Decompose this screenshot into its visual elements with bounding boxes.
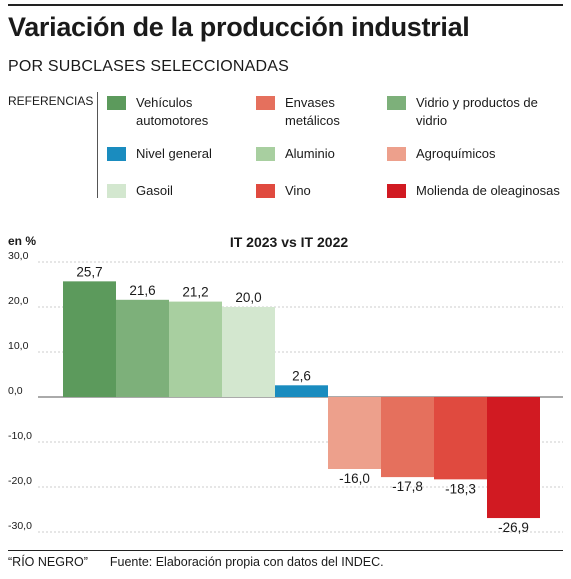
- footer-credit: “RÍO NEGRO”: [8, 555, 88, 569]
- legend-swatch: [387, 147, 406, 161]
- legend-item-label: Gasoil: [136, 183, 173, 198]
- bar-value-label: 2,6: [292, 368, 311, 383]
- y-tick-label: -10,0: [8, 430, 32, 442]
- bar: [434, 397, 487, 480]
- legend-item-label: Aluminio: [285, 146, 335, 161]
- legend-item-label: Vino: [285, 183, 311, 198]
- y-tick-label: 20,0: [8, 295, 29, 307]
- bar: [487, 397, 540, 519]
- legend-item-vidrio: Vidrio y productos de vidrio: [387, 94, 556, 130]
- footer: “RÍO NEGRO” Fuente: Elaboración propia co…: [8, 555, 384, 569]
- legend-item-nivel-general: Nivel general: [107, 145, 306, 163]
- bar-chart: en % IT 2023 vs IT 2022 25,7 21,6 21,2 20,0…: [8, 234, 563, 535]
- bar-value-label: 21,2: [182, 285, 208, 300]
- y-axis-unit-label: en %: [8, 234, 36, 248]
- chart-subtitle: POR SUBCLASES SELECCIONADAS: [8, 58, 290, 75]
- y-axis-ticks: 30,0 20,0 10,0 0,0 -10,0 -20,0 -30,0: [8, 250, 32, 532]
- legend-item-agroquimicos: Agroquímicos: [387, 145, 571, 163]
- legend-swatch: [107, 184, 126, 198]
- value-labels: 25,7 21,6 21,2 20,0 2,6 -16,0 -17,8 -18,3 -26,9: [76, 264, 529, 535]
- legend-item-aluminio: Aluminio: [256, 145, 455, 163]
- bar: [116, 299, 169, 397]
- chart-title: Variación de la producción industrial: [8, 12, 470, 42]
- legend-item-label: Vidrio y productos de vidrio: [416, 95, 538, 128]
- top-rule: [8, 4, 563, 6]
- legend-heading: REFERENCIAS: [8, 94, 94, 108]
- legend-item-label: Vehículos automotores: [136, 95, 209, 128]
- bars: [63, 281, 540, 519]
- bar: [63, 281, 116, 397]
- legend-item-label: Envases metálicos: [285, 95, 340, 128]
- legend-swatch: [107, 96, 126, 110]
- legend-swatch: [107, 147, 126, 161]
- y-tick-label: -20,0: [8, 475, 32, 487]
- bottom-rule: [8, 550, 563, 551]
- bar-value-label: -18,3: [445, 481, 476, 496]
- legend-item-vehiculos: Vehículos automotores: [107, 94, 246, 130]
- legend-swatch: [387, 96, 406, 110]
- footer-source: Fuente: Elaboración propia con datos del…: [109, 555, 384, 569]
- y-tick-label: 30,0: [8, 250, 29, 262]
- legend-item-gasoil: Gasoil: [107, 182, 306, 200]
- bar: [381, 397, 434, 478]
- bar-value-label: 20,0: [235, 290, 261, 305]
- legend-swatch: [256, 147, 275, 161]
- legend-item-label: Agroquímicos: [416, 146, 496, 161]
- legend-item-envases: Envases metálicos: [256, 94, 365, 130]
- y-tick-label: 0,0: [8, 385, 23, 397]
- legend-divider: [97, 92, 98, 198]
- bar-value-label: -17,8: [392, 479, 423, 494]
- legend-item-label: Nivel general: [136, 146, 212, 161]
- bar-value-label: -26,9: [498, 520, 529, 535]
- legend-swatch: [387, 184, 406, 198]
- legend-swatch: [256, 184, 275, 198]
- bar: [275, 385, 328, 397]
- bar: [328, 397, 381, 469]
- chart-period-title: IT 2023 vs IT 2022: [230, 234, 349, 250]
- bar: [222, 307, 275, 397]
- bar-value-label: 25,7: [76, 264, 102, 279]
- legend-item-molienda: Molienda de oleaginosas: [387, 182, 571, 200]
- bar-value-label: -16,0: [339, 471, 370, 486]
- bar-value-label: 21,6: [129, 283, 155, 298]
- legend-item-label: Molienda de oleaginosas: [416, 183, 560, 198]
- legend-item-vino: Vino: [256, 182, 455, 200]
- y-tick-label: -30,0: [8, 520, 32, 532]
- bar: [169, 301, 222, 397]
- y-tick-label: 10,0: [8, 340, 29, 352]
- legend-swatch: [256, 96, 275, 110]
